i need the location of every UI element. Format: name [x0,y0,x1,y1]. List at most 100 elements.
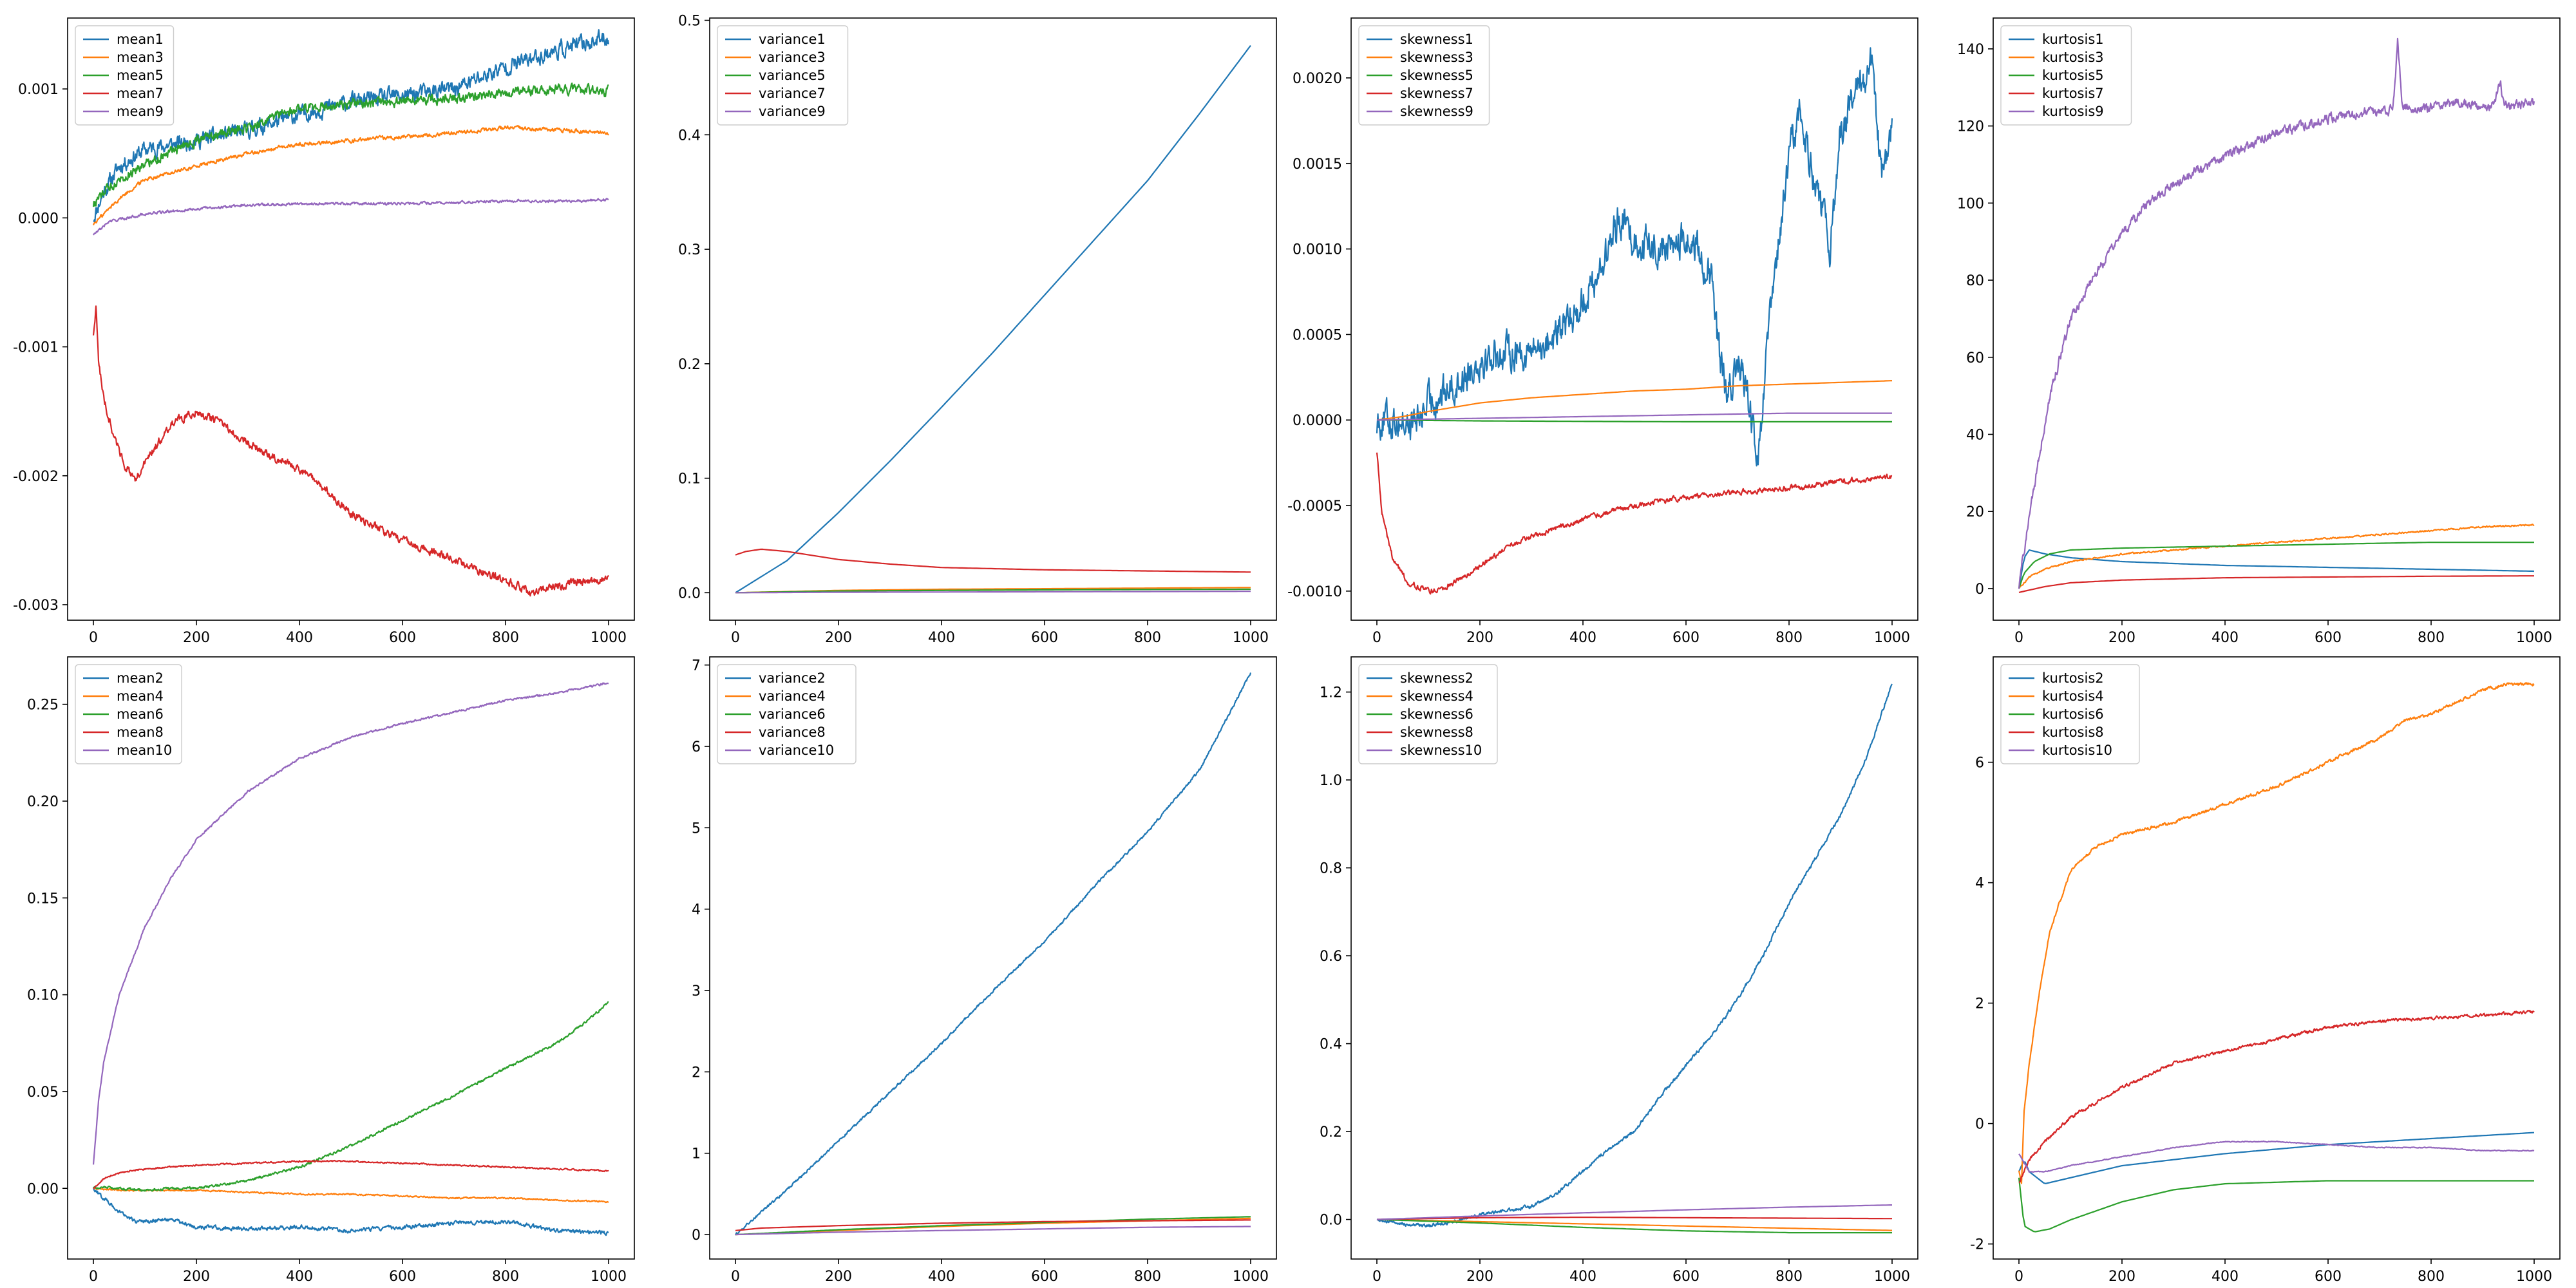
legend-label-kurtosis10: kurtosis10 [2042,743,2112,758]
y-tick-label: 0.6 [1320,949,1342,965]
legend-label-kurtosis7: kurtosis7 [2042,86,2104,101]
y-tick-label: 1 [692,1146,701,1162]
y-tick-label: -0.0010 [1287,584,1342,600]
series-line-mean3 [92,124,609,225]
x-tick-label: 400 [928,1269,955,1285]
x-tick-label: 400 [286,1269,313,1285]
axes-frame [709,656,1277,1260]
legend: kurtosis1 kurtosis3 kurtosis5 kurtosis7 kurt… [2000,25,2132,126]
series-line-mean6 [93,1001,609,1192]
y-tick-label: 0 [692,1227,701,1244]
y-tick-label: 0.25 [27,697,59,714]
axes-frame [67,17,635,621]
legend-label-kurtosis5: kurtosis5 [2042,68,2104,83]
x-tick-label: 0 [2014,1269,2023,1285]
legend-box [75,664,182,764]
series-group [2018,37,2535,593]
y-tick-label: 40 [1966,427,1984,443]
legend-label-mean2: mean2 [117,670,164,686]
legend-label-skewness1: skewness1 [1400,32,1473,47]
subplot-3: 0 200 400 600 800 1000 -0.0010 -0.0005 0.0000 0.0… [1287,17,1918,646]
x-tick-label: 600 [389,1269,416,1285]
legend-label-variance8: variance8 [759,724,826,740]
x-tick-label: 400 [2211,630,2239,646]
series-line-kurtosis2 [2018,1132,2535,1184]
y-tick-label: 0.001 [18,82,59,98]
series-group [1376,683,1893,1234]
y-tick-label: 0.4 [678,128,701,144]
x-tick-label: 400 [928,630,955,646]
series-line-skewness10 [1376,1204,1892,1220]
legend-label-mean5: mean5 [117,68,164,83]
legend-box [1358,25,1490,126]
legend-label-mean7: mean7 [117,86,164,101]
y-tick-label: 1.0 [1320,773,1342,789]
legend-box [2000,664,2140,764]
series-line-kurtosis10 [2018,1140,2535,1173]
legend-label-variance1: variance1 [759,32,826,47]
series-line-skewness2 [1376,683,1893,1228]
y-tick-label: -0.002 [13,469,59,485]
series-group [92,682,609,1236]
y-tick-label: 0.1 [678,471,701,488]
legend-label-variance10: variance10 [759,743,834,758]
legend-label-variance4: variance4 [759,688,826,704]
subplot-2: 0 200 400 600 800 1000 0.0 0.1 0.2 0.3 0.4 0.5 varia… [678,14,1277,646]
y-tick-label: 5 [692,820,701,837]
series-line-mean10 [92,682,609,1165]
y-tick-label: 0.0000 [1293,413,1342,429]
legend: skewness1 skewness3 skewness5 skewness7 skew… [1358,25,1490,126]
series-line-variance7 [735,548,1251,573]
legend-label-skewness7: skewness7 [1400,86,1473,101]
y-tick-label: -2 [1970,1237,1984,1253]
x-tick-label: 600 [2315,630,2342,646]
y-tick-label: 7 [692,658,701,674]
y-tick-label: 6 [692,739,701,755]
series-line-kurtosis5 [2018,541,2534,589]
legend-label-kurtosis4: kurtosis4 [2042,688,2104,704]
series-line-kurtosis6 [2018,1177,2534,1233]
x-tick-label: 800 [1776,630,1803,646]
x-tick-label: 200 [1466,1269,1493,1285]
x-tick-label: 800 [1776,1269,1803,1285]
series-line-mean8 [93,1159,609,1189]
x-tick-label: 600 [2315,1269,2342,1285]
legend-label-kurtosis3: kurtosis3 [2042,50,2104,65]
x-tick-label: 400 [2211,1269,2239,1285]
legend: skewness2 skewness4 skewness6 skewness8 skew… [1358,664,1498,764]
legend-label-variance5: variance5 [759,68,826,83]
series-group [735,45,1251,594]
series-line-variance2 [734,672,1252,1236]
x-tick-label: 800 [492,630,519,646]
legend: variance2 variance4 variance6 variance8 vari… [717,664,857,764]
y-tick-label: 0 [1975,582,1984,598]
y-tick-label: -0.001 [13,340,59,356]
x-tick-label: 0 [731,630,740,646]
y-tick-label: 0.0005 [1293,327,1342,343]
y-tick-label: 0.2 [678,357,701,373]
y-tick-label: -0.0005 [1287,498,1342,515]
series-line-kurtosis9 [2018,37,2535,589]
series-line-variance9 [735,591,1251,594]
y-tick-label: 0.10 [27,988,59,1004]
subplot-grid: 0 200 400 600 800 1000-0.003-0.002-0.0010.000… [13,14,2561,1285]
legend-label-skewness6: skewness6 [1400,706,1473,722]
x-tick-label: 200 [1466,630,1493,646]
series-line-skewness6 [1376,1218,1892,1234]
x-tick-label: 0 [1372,630,1381,646]
y-tick-label: 140 [1957,42,1984,58]
x-tick-label: 800 [2418,630,2445,646]
legend-label-kurtosis1: kurtosis1 [2042,32,2104,47]
legend: variance1 variance3 variance5 variance7 vari… [717,25,849,126]
legend-label-skewness9: skewness9 [1400,104,1473,119]
series-line-variance5 [735,588,1251,594]
x-tick-label: 400 [286,630,313,646]
x-tick-label: 200 [2108,630,2136,646]
y-tick-label: 80 [1966,273,1984,289]
y-tick-label: 0.4 [1320,1037,1342,1053]
x-tick-label: 200 [825,1269,852,1285]
series-group [92,29,610,597]
axes-frame [1350,17,1918,621]
x-tick-label: 0 [2014,630,2023,646]
x-tick-label: 600 [1672,630,1700,646]
